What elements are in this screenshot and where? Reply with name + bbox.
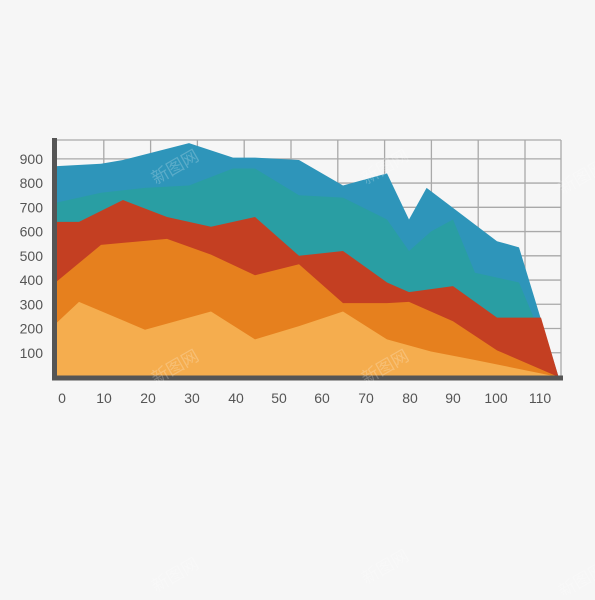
y-tick-label: 100	[20, 345, 44, 361]
watermark: 新图网	[555, 559, 595, 595]
x-tick-label: 10	[96, 390, 112, 406]
x-tick-label: 30	[184, 390, 200, 406]
x-tick-label: 40	[228, 390, 244, 406]
y-tick-label: 800	[20, 175, 44, 191]
x-tick-label: 60	[314, 390, 330, 406]
axes	[52, 138, 563, 381]
x-tick-label: 90	[445, 390, 461, 406]
x-tick-label: 80	[402, 390, 418, 406]
watermark: 新图网	[358, 546, 412, 588]
y-tick-label: 900	[20, 151, 44, 167]
tick-labels: 100 200 300 400 500 600 700 800 900 0 10 20 30 40 50 60…	[20, 151, 552, 406]
y-tick-label: 700	[20, 199, 44, 215]
x-tick-label: 0	[58, 390, 66, 406]
y-tick-label: 300	[20, 296, 44, 312]
x-tick-label: 70	[358, 390, 374, 406]
x-tick-label: 110	[529, 390, 552, 406]
y-tick-label: 400	[20, 272, 44, 288]
y-tick-label: 600	[20, 224, 44, 240]
y-tick-label: 500	[20, 248, 44, 264]
x-tick-label: 100	[484, 390, 508, 406]
x-tick-label: 50	[271, 390, 287, 406]
y-tick-label: 200	[20, 321, 44, 337]
watermark: 新图网	[148, 554, 202, 595]
plot-area	[57, 143, 559, 377]
x-tick-label: 20	[140, 390, 156, 406]
area-series-5	[57, 301, 559, 377]
